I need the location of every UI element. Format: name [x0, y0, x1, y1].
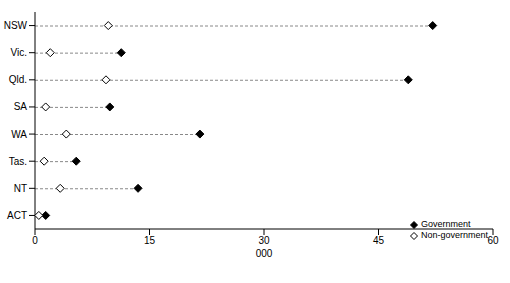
svg-text:60: 60 — [487, 235, 499, 246]
svg-text:Qld.: Qld. — [9, 74, 27, 85]
svg-text:NSW: NSW — [8, 20, 28, 31]
svg-text:30: 30 — [258, 235, 270, 246]
html-text:Government: Government — [421, 219, 471, 229]
svg-text:Tas.: Tas. — [9, 156, 27, 167]
svg-text:0: 0 — [32, 235, 38, 246]
svg-text:SA: SA — [14, 101, 28, 112]
html-text:Non-government: Non-government — [421, 230, 488, 240]
svg-text:WA: WA — [11, 129, 27, 140]
svg-text:45: 45 — [373, 235, 385, 246]
svg-text:Vic.: Vic. — [11, 47, 28, 58]
svg-text:000: 000 — [256, 248, 273, 259]
svg-text:ACT: ACT — [8, 210, 27, 221]
svg-text:15: 15 — [144, 235, 156, 246]
svg-text:NT: NT — [14, 183, 27, 194]
